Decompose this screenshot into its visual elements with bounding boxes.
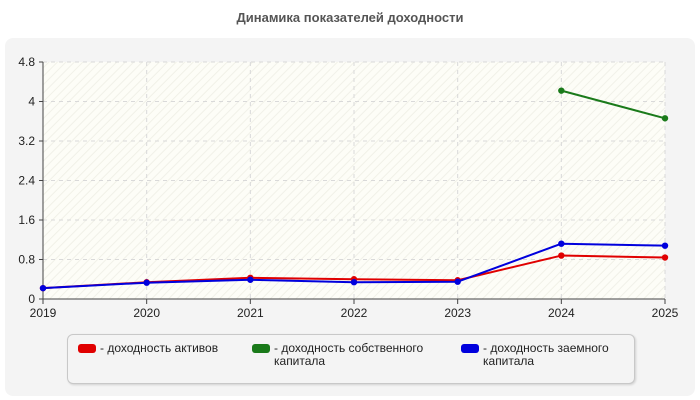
- legend-item-equity: - доходность собственного капитала: [252, 342, 424, 368]
- plot-area: [43, 62, 665, 299]
- x-tick-label: 2019: [30, 306, 57, 320]
- legend-label-assets: - доходность активов: [100, 341, 219, 355]
- legend-swatch-assets: [78, 344, 96, 353]
- legend-item-assets: - доходность активов: [78, 342, 218, 355]
- series-lines: [39, 87, 669, 292]
- data-point-equity: [558, 87, 565, 94]
- series-line-equity: [561, 89, 666, 120]
- y-tick-label: 4.8: [18, 55, 35, 69]
- y-tick-label: 1.6: [18, 213, 35, 227]
- data-point-debt: [39, 284, 47, 292]
- chart-title: Динамика показателей доходности: [236, 10, 464, 25]
- data-point-debt: [661, 242, 669, 249]
- legend-label-equity: - доходность собственного капитала: [274, 341, 424, 368]
- data-point-assets: [661, 254, 669, 261]
- data-point-equity: [661, 115, 669, 122]
- legend-swatch-debt: [461, 344, 479, 353]
- data-point-debt: [350, 279, 358, 286]
- axes: [39, 61, 666, 304]
- data-point-debt: [247, 276, 254, 283]
- data-point-debt: [143, 279, 150, 286]
- y-tick-label: 0.8: [18, 253, 35, 267]
- x-tick-label: 2023: [444, 306, 471, 320]
- data-point-assets: [558, 252, 565, 259]
- y-tick-label: 2.4: [18, 174, 35, 188]
- data-point-debt: [558, 240, 565, 247]
- tick-labels: 0 0.8 1.6 2.4 3.2 4 4.8 2019 2020 2021 2022 2023 202…: [18, 55, 678, 320]
- x-tick-label: 2025: [652, 306, 679, 320]
- data-point-debt: [454, 278, 461, 285]
- legend-item-debt: - доходность заемного капитала: [461, 342, 633, 368]
- y-tick-label: 4: [28, 95, 35, 109]
- y-tick-label: 0: [28, 292, 35, 306]
- legend: - доходность активов - доходность собств…: [67, 334, 635, 384]
- legend-label-debt: - доходность заемного капитала: [483, 341, 609, 368]
- x-tick-label: 2020: [133, 306, 160, 320]
- x-tick-label: 2021: [237, 306, 264, 320]
- y-tick-label: 3.2: [18, 134, 35, 148]
- x-tick-label: 2022: [341, 306, 368, 320]
- legend-swatch-equity: [252, 344, 270, 353]
- x-tick-label: 2024: [548, 306, 575, 320]
